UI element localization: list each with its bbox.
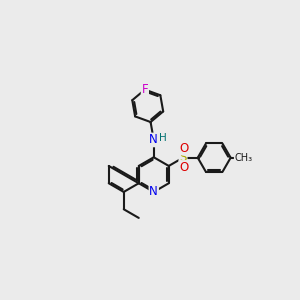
Text: CH₃: CH₃	[235, 153, 253, 163]
Text: O: O	[179, 142, 189, 154]
Text: N: N	[149, 134, 158, 146]
Text: N: N	[149, 185, 158, 198]
Text: O: O	[179, 161, 189, 174]
Text: F: F	[142, 83, 148, 96]
Text: H: H	[159, 133, 167, 143]
Text: S: S	[179, 151, 187, 164]
